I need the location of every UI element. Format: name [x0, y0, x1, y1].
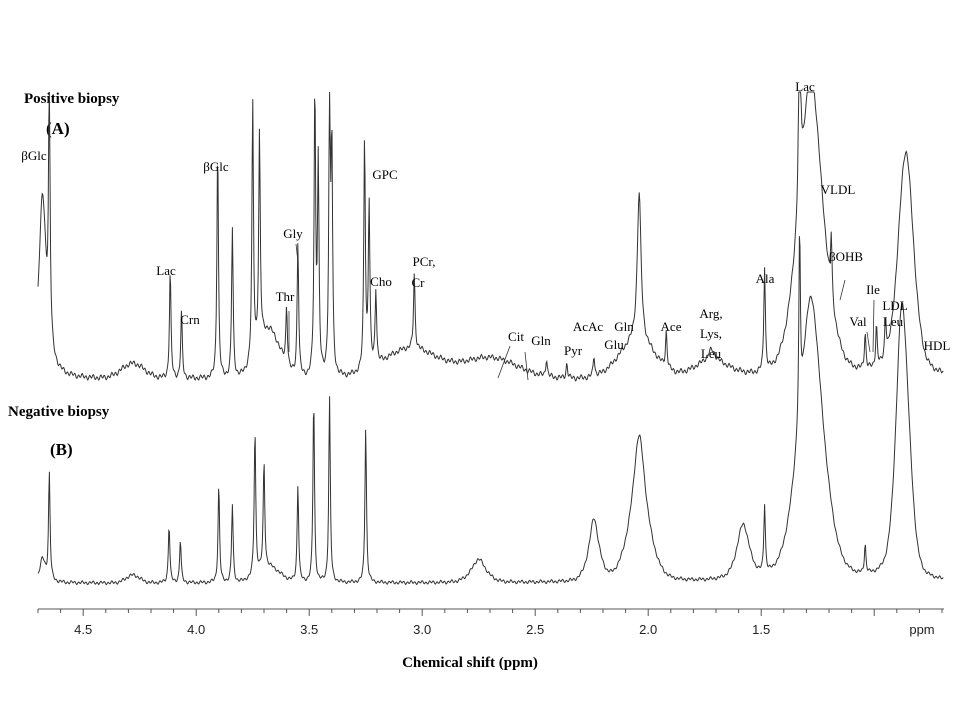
peak-label: Ile: [866, 282, 880, 297]
peak-label: Gly: [283, 226, 303, 241]
peak-label: Ace: [661, 319, 682, 334]
peak-label: Val: [849, 314, 867, 329]
peak-label: Cr: [412, 275, 426, 290]
peak-label: Gln: [614, 319, 634, 334]
tick-label: 2.0: [639, 622, 657, 637]
panel-titles: Positive biopsy (A) Negative biopsy (B): [8, 91, 120, 459]
peak-label: βGlc: [203, 159, 229, 174]
tick-label: 3.0: [413, 622, 431, 637]
tick-label: 2.5: [526, 622, 544, 637]
peak-label: βOHB: [829, 249, 863, 264]
tick-label: 3.5: [300, 622, 318, 637]
peak-label: βGlc: [21, 148, 47, 163]
x-axis-unit: ppm: [909, 622, 934, 637]
peak-label: Crn: [180, 312, 200, 327]
annotation-pointer: [839, 279, 846, 301]
peak-label: LDL: [882, 298, 907, 313]
tick-label: 1.5: [752, 622, 770, 637]
peak-label: Cho: [370, 274, 392, 289]
peak-label: AcAc: [573, 319, 604, 334]
peak-label: PCr,: [413, 254, 436, 269]
peak-label: Lys,: [700, 326, 722, 341]
panel-b-title: Negative biopsy: [8, 404, 110, 420]
panel-a-title: Positive biopsy: [24, 91, 120, 107]
peak-label: Cit: [508, 329, 524, 344]
x-axis-title: Chemical shift (ppm): [402, 655, 538, 671]
peak-label: Lac: [156, 263, 176, 278]
tick-label: 4.0: [187, 622, 205, 637]
spectrum-b-line: [37, 236, 944, 586]
peak-label: GPC: [372, 167, 397, 182]
annotation-pointer: [497, 345, 511, 379]
peak-label: Arg,: [699, 306, 722, 321]
peak-label: Pyr: [564, 343, 583, 358]
peak-label: Gln: [531, 333, 551, 348]
tick-label: 4.5: [74, 622, 92, 637]
panel-b-letter: (B): [50, 440, 73, 459]
peak-label: HDL: [924, 338, 951, 353]
peak-label: Lac: [795, 79, 815, 94]
peak-label: Leu: [701, 346, 722, 361]
peak-label: Ala: [756, 271, 775, 286]
peak-label: VLDL: [821, 182, 856, 197]
annotation-pointer: [866, 331, 871, 353]
spectrum-a-line: [37, 91, 944, 382]
peak-annotations: βGlc Lac Crn βGlc Thr Gly GPC Cho PCr, Cr Cit Gln Py…: [21, 79, 951, 381]
annotation-pointer: [872, 299, 875, 353]
peak-label: Glu: [604, 337, 624, 352]
panel-a-letter: (A): [46, 119, 70, 138]
peak-label: Thr: [276, 289, 295, 304]
annotation-pointer: [524, 351, 529, 381]
annotation-pointer: [295, 243, 299, 263]
x-axis: 4.5 4.0 3.5 3.0 2.5 2.0 1.5 ppm: [37, 608, 944, 637]
peak-label: Leu: [883, 314, 904, 329]
